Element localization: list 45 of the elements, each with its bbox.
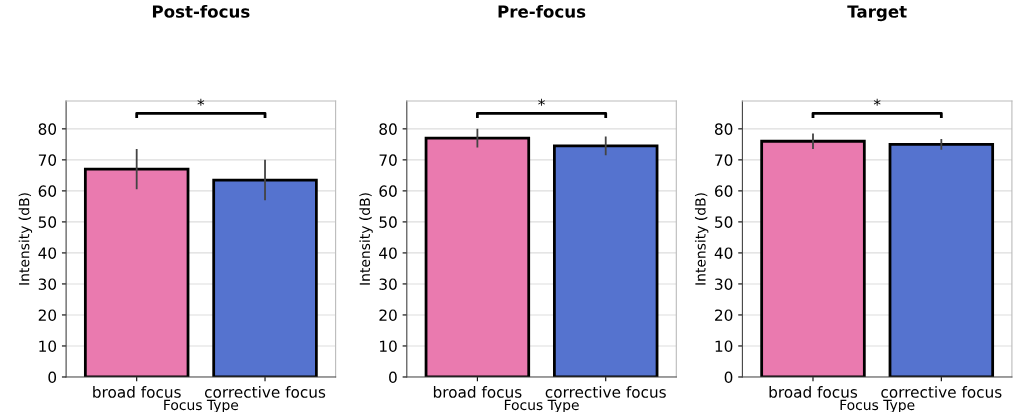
y-tick-label: 50 (715, 216, 733, 228)
y-tick-label: 80 (38, 123, 57, 135)
x-axis-title: Focus Type (504, 399, 579, 412)
y-tick-label: 60 (379, 185, 397, 197)
chart-title: Post-focus (152, 4, 250, 18)
annotation: * (197, 98, 205, 106)
x-tick-label: corrective focus (545, 386, 666, 398)
y-tick-label: 20 (379, 309, 397, 321)
chart-title: Pre-focus (498, 4, 586, 18)
x-axis-title: Focus Type (164, 399, 239, 412)
x-tick-label: corrective focus (881, 386, 1002, 398)
y-tick-label: 60 (38, 185, 57, 197)
y-tick-label: 30 (38, 278, 57, 290)
y-tick-label: 10 (715, 340, 733, 352)
y-tick-label: 10 (380, 340, 397, 352)
y-tick-label: 50 (38, 216, 57, 228)
y-tick-label: 0 (724, 371, 733, 383)
y-tick-label: 20 (38, 309, 57, 321)
y-axis-title: Intensity (dB) (694, 193, 709, 285)
x-tick-label: broad focus (433, 386, 522, 398)
annotation: * (538, 98, 545, 106)
x-tick-label: broad focus (769, 386, 858, 398)
y-tick-label: 0 (389, 371, 397, 383)
y-tick-label: 40 (714, 247, 733, 259)
chart-title: Target (847, 5, 907, 22)
y-axis-title: Intensity (dB) (359, 193, 373, 285)
y-tick-label: 0 (48, 371, 57, 383)
x-tick-label: broad focus (93, 386, 181, 398)
annotation: * (873, 98, 881, 106)
y-tick-label: 10 (39, 340, 57, 352)
y-tick-label: 80 (714, 123, 733, 135)
y-tick-label: 30 (715, 278, 733, 290)
y-axis-title: Intensity (dB) (18, 193, 33, 285)
y-tick-label: 70 (38, 154, 57, 166)
y-tick-label: 20 (715, 309, 733, 321)
x-axis-title: Focus Type (840, 399, 915, 412)
y-tick-label: 70 (379, 154, 397, 166)
y-tick-label: 60 (715, 185, 733, 197)
y-tick-label: 40 (379, 247, 397, 259)
y-tick-label: 50 (379, 216, 397, 228)
y-tick-label: 70 (715, 154, 733, 166)
y-tick-label: 30 (379, 278, 397, 290)
y-tick-label: 40 (38, 247, 57, 259)
y-tick-label: 80 (379, 123, 397, 135)
x-tick-label: corrective focus (204, 386, 326, 398)
